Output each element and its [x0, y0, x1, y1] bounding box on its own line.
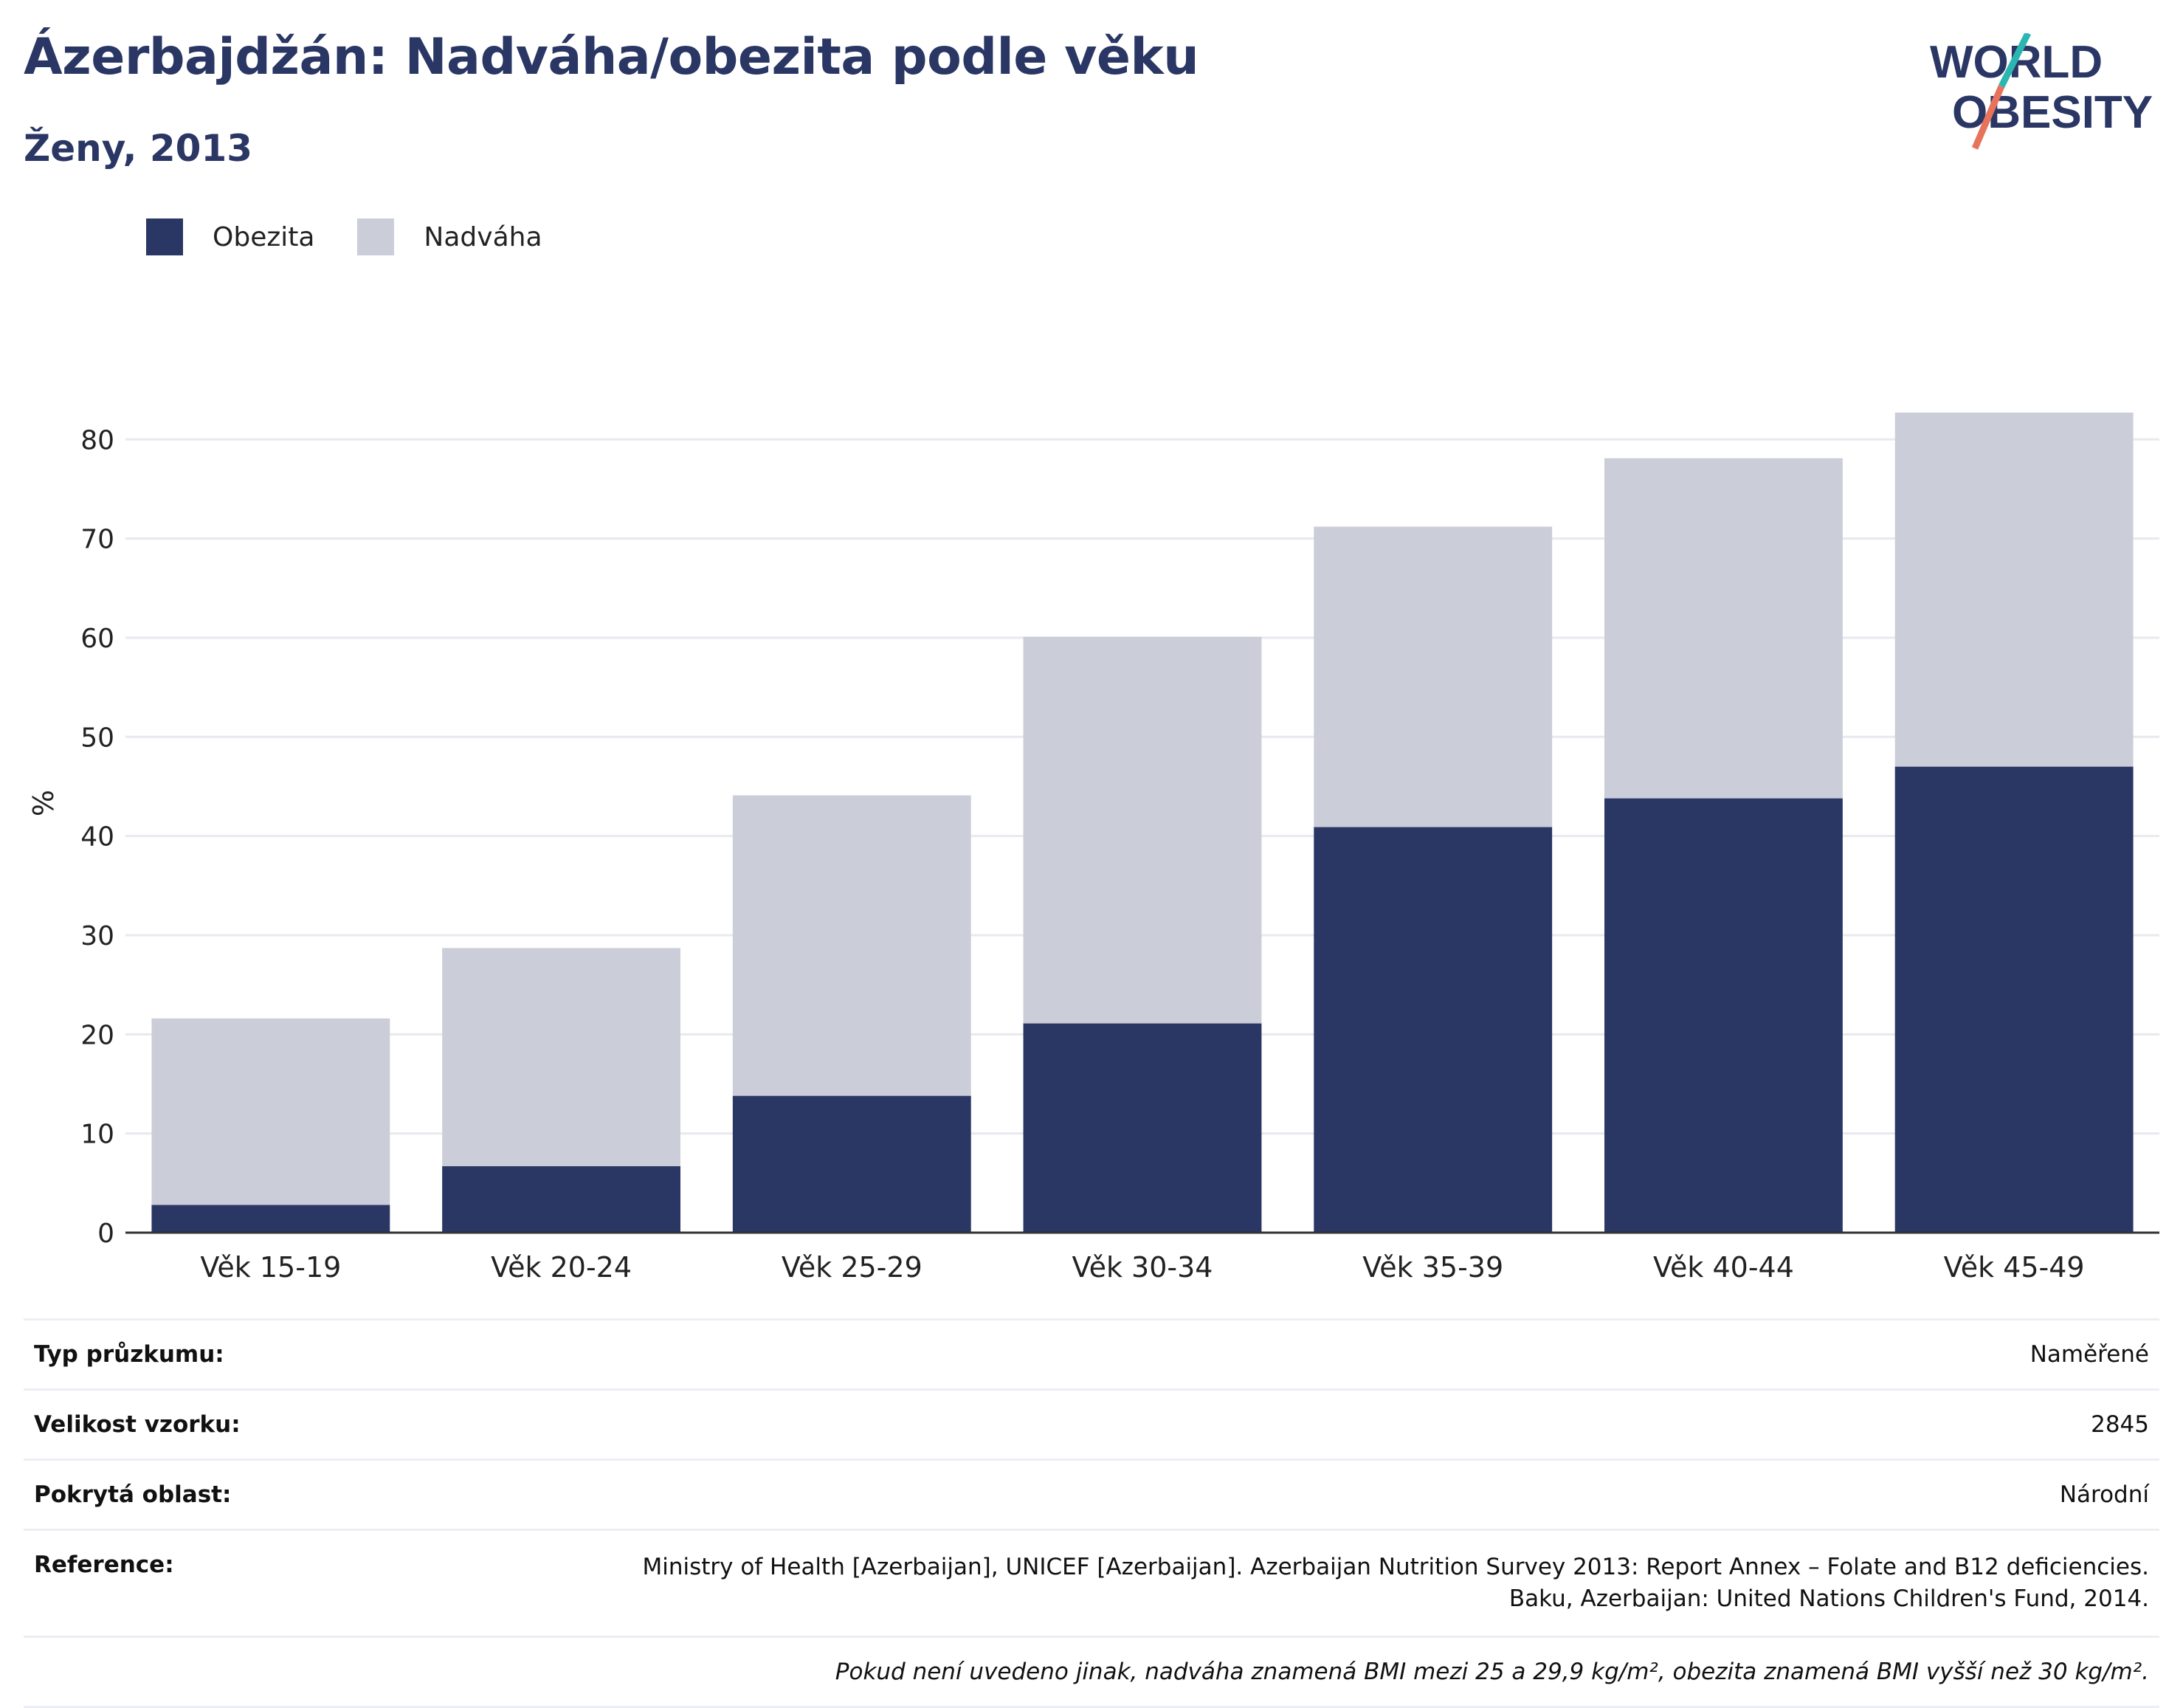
bar-overweight[interactable]	[442, 948, 680, 1166]
bar-obesity[interactable]	[1023, 1023, 1262, 1233]
x-axis-ticks: Věk 15-19 Věk 20-24 Věk 25-29 Věk 30-34 Věk …	[125, 1231, 2159, 1284]
y-tick-label: 0	[97, 1219, 114, 1249]
y-tick-label: 60	[80, 624, 114, 654]
x-tick-label: Věk 25-29	[782, 1251, 922, 1284]
info-label: Typ průzkumu:	[34, 1341, 224, 1368]
info-row-survey-type: Typ průzkumu: Naměřené	[24, 1318, 2159, 1388]
y-axis-label: %	[27, 790, 60, 816]
y-axis-ticks: 0 10 20 30 40 50 60 70 80	[80, 425, 114, 1249]
bar-obesity[interactable]	[1894, 766, 2134, 1233]
bar-obesity[interactable]	[442, 1165, 680, 1233]
chart-legend: Obezita Nadváha	[146, 218, 585, 255]
legend-swatch-overweight	[357, 218, 395, 255]
legend-item-overweight[interactable]: Nadváha	[357, 218, 542, 255]
info-row-sample-size: Velikost vzorku: 2845	[24, 1388, 2159, 1459]
info-label: Pokrytá oblast:	[34, 1481, 232, 1508]
y-tick-label: 30	[80, 921, 114, 951]
bar-obesity[interactable]	[732, 1095, 971, 1233]
bar-obesity[interactable]	[151, 1205, 390, 1233]
survey-info-table: Typ průzkumu: Naměřené Velikost vzorku: …	[24, 1318, 2159, 1708]
definition-note: Pokud není uvedeno jinak, nadváha znamen…	[835, 1659, 2149, 1685]
info-label: Velikost vzorku:	[34, 1411, 241, 1438]
x-tick-label: Věk 15-19	[200, 1251, 341, 1284]
legend-label-obesity: Obezita	[213, 221, 315, 252]
page-title: Ázerbajdžán: Nadváha/obezita podle věku	[24, 28, 1199, 86]
y-tick-label: 10	[80, 1120, 114, 1150]
page-subtitle: Ženy, 2013	[24, 127, 253, 170]
y-tick-label: 20	[80, 1020, 114, 1050]
bar-overweight[interactable]	[732, 795, 971, 1096]
legend-label-overweight: Nadváha	[424, 221, 542, 252]
reference-text: Ministry of Health [Azerbaijan], UNICEF …	[642, 1552, 2149, 1615]
info-row-coverage: Pokrytá oblast: Národní	[24, 1459, 2159, 1529]
bar-overweight[interactable]	[1894, 413, 2134, 767]
x-tick-label: Věk 45-49	[1944, 1251, 2085, 1284]
bar-obesity[interactable]	[1604, 798, 1843, 1233]
y-tick-label: 80	[80, 425, 114, 455]
legend-item-obesity[interactable]: Obezita	[146, 218, 314, 255]
y-tick-label: 50	[80, 723, 114, 753]
info-value: Naměřené	[2029, 1341, 2149, 1368]
bar-overweight[interactable]	[1314, 526, 1553, 827]
reference-line-1: Ministry of Health [Azerbaijan], UNICEF …	[642, 1554, 2149, 1580]
bar-overweight[interactable]	[1023, 636, 1262, 1024]
info-row-reference: Reference: Ministry of Health [Azerbaija…	[24, 1529, 2159, 1636]
info-value: Národní	[2059, 1481, 2149, 1508]
reference-line-2: Baku, Azerbaijan: United Nations Childre…	[1508, 1585, 2149, 1612]
bars	[151, 413, 2134, 1233]
y-tick-label: 70	[80, 525, 114, 555]
y-tick-label: 40	[80, 822, 114, 853]
info-value: 2845	[2091, 1411, 2149, 1438]
bar-overweight[interactable]	[1604, 458, 1843, 799]
x-tick-label: Věk 30-34	[1072, 1251, 1213, 1284]
logo-slash-teal	[1998, 33, 2032, 89]
world-obesity-logo: WORLD OBESITY	[1930, 33, 2153, 150]
logo-slash-coral	[1971, 85, 2005, 150]
info-row-note: Pokud není uvedeno jinak, nadváha znamen…	[24, 1636, 2159, 1708]
bar-obesity[interactable]	[1314, 827, 1553, 1233]
x-tick-label: Věk 40-44	[1653, 1251, 1794, 1284]
legend-swatch-obesity	[146, 218, 183, 255]
info-label: Reference:	[34, 1552, 174, 1578]
x-tick-label: Věk 35-39	[1362, 1251, 1503, 1284]
x-tick-label: Věk 20-24	[491, 1251, 632, 1284]
bar-overweight[interactable]	[151, 1018, 390, 1205]
